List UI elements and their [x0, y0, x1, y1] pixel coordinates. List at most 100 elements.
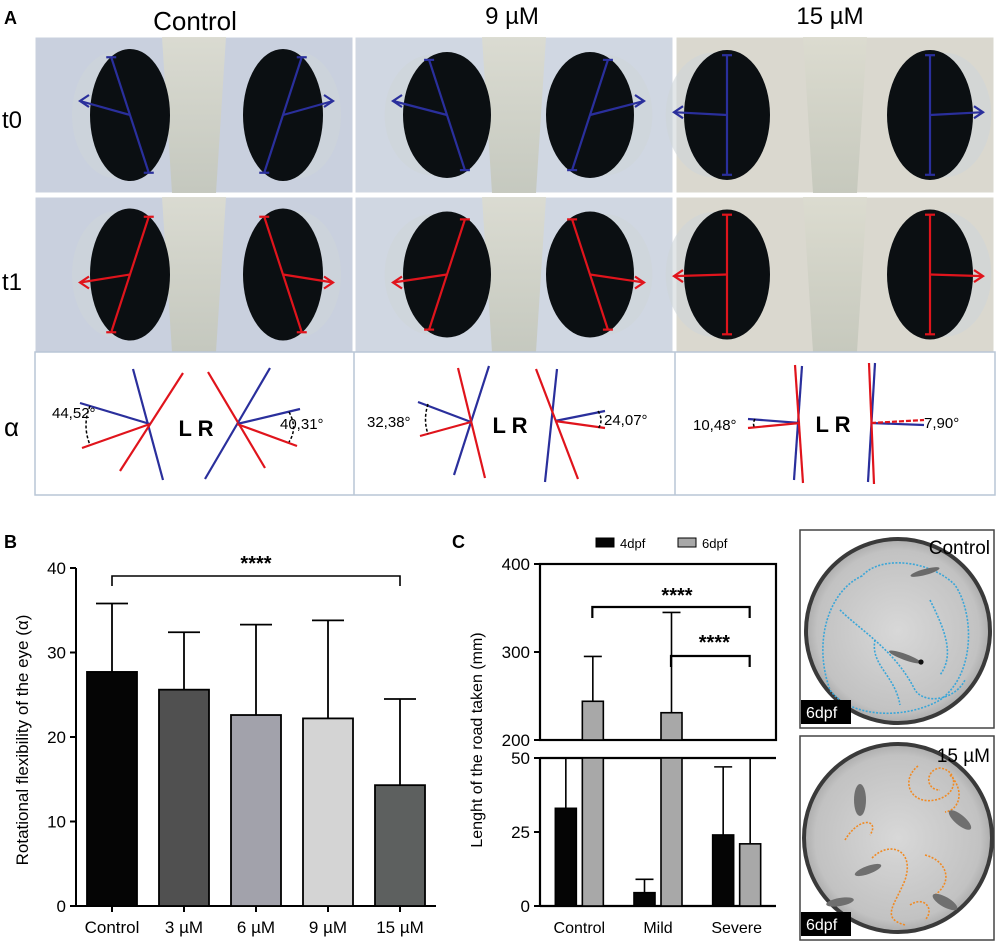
- bar: [738, 843, 762, 907]
- arrow-head: [672, 269, 684, 284]
- direction-vector: [673, 111, 728, 117]
- lr-label: L R: [178, 416, 213, 441]
- angle-label-left: 32,38°: [367, 414, 411, 431]
- alpha-diagram-frame: [34, 351, 996, 496]
- bar: [554, 807, 578, 907]
- column-title-15um: 15 µM: [796, 3, 863, 30]
- larva: [854, 784, 866, 816]
- dish-title-control: Control: [929, 538, 990, 559]
- x-tick-label: Control: [554, 920, 606, 937]
- arrow-head: [323, 94, 335, 108]
- direction-vector: [392, 99, 448, 117]
- arrow-head: [672, 105, 684, 120]
- t0-vector-left: [747, 417, 801, 425]
- head-tissue: [162, 197, 226, 352]
- bar-upper-segment: [660, 711, 683, 741]
- panel-c-letter: C: [452, 532, 465, 552]
- y-tick-label: 300: [502, 643, 530, 662]
- arrow-head: [973, 105, 985, 120]
- direction-vector: [282, 99, 334, 117]
- petri-dish: [804, 537, 992, 725]
- x-tick-label: 9 µM: [309, 918, 347, 937]
- bar-upper-segment: [581, 700, 605, 741]
- angle-label-right: 24,07°: [604, 412, 648, 429]
- direction-vector: [392, 273, 448, 284]
- y-tick-label: 10: [47, 813, 66, 832]
- column-title-9um: 9 µM: [485, 3, 539, 30]
- alpha-diagram-9um: 32,38° 24,07° L R: [367, 365, 648, 483]
- t1-vector-right: [236, 422, 298, 448]
- t1-vector-right: [870, 418, 925, 425]
- arrow-head: [634, 94, 646, 108]
- significance-bracket: [591, 605, 751, 618]
- arrow-head: [973, 269, 985, 284]
- panel-d: D Control 6dpf 15 µM 6dpf: [799, 529, 995, 941]
- lr-label: L R: [815, 412, 850, 437]
- chart-b-plot: 0 10 20 30 40 Control 3 µM 6 µM 9 µM 15 µM ****: [47, 553, 436, 937]
- direction-vector: [929, 111, 984, 117]
- y-tick-label: 0: [521, 897, 530, 916]
- angle-label-right: 7,90°: [924, 415, 959, 432]
- panel-c: C Lenght of the road taken (mm) 200 300 40…: [452, 532, 778, 937]
- x-tick-label: 15 µM: [376, 918, 424, 937]
- age-label: 6dpf: [806, 917, 838, 934]
- t0-vector-right: [236, 407, 301, 426]
- larva: [826, 897, 854, 907]
- significance-bracket: [669, 654, 751, 667]
- significance-bracket: [111, 575, 401, 586]
- alpha-diagram-control: 44,52° 40,31° L R: [52, 367, 324, 481]
- angle-arc-left: [752, 418, 756, 429]
- larva: [854, 863, 882, 877]
- bar-4: [374, 784, 426, 907]
- larva-eye: [918, 659, 924, 665]
- arrow-head: [78, 94, 90, 108]
- t1-vector-left: [747, 421, 801, 430]
- t0-eye-axis-right: [543, 368, 559, 483]
- petri-dish: [802, 742, 994, 934]
- t1-eye-axis-left: [456, 367, 487, 479]
- arrow-head: [78, 275, 90, 290]
- y-tick-label: 30: [47, 644, 66, 663]
- swim-track: [844, 765, 960, 926]
- age-label: 6dpf: [806, 705, 838, 722]
- y-axis-title: Lenght of the road taken (mm): [469, 632, 486, 847]
- t1-vector-right: [554, 419, 606, 430]
- angle-label-right: 40,31°: [280, 416, 324, 433]
- alpha-diagram-15um: 10,48° 7,90° L R: [693, 362, 959, 485]
- bar: [711, 834, 735, 907]
- t1-vector-left: [81, 422, 151, 450]
- arrow-head: [634, 275, 646, 290]
- larva: [948, 810, 972, 830]
- x-tick-label: Control: [85, 918, 140, 937]
- y-tick-label: 0: [57, 897, 66, 916]
- direction-vector: [589, 273, 645, 284]
- row-label-t0: t0: [2, 107, 22, 134]
- arrow-head: [391, 94, 403, 108]
- significance-label: ****: [661, 585, 692, 607]
- legend-swatch: [595, 537, 615, 548]
- x-tick-label: Mild: [643, 920, 672, 937]
- bar-lower-segment: [660, 757, 683, 907]
- bar-1: [158, 688, 210, 907]
- legend-label: 4dpf: [620, 536, 646, 551]
- arrow-head: [323, 275, 335, 290]
- bar-0: [86, 671, 138, 907]
- angle-arc-left: [85, 405, 91, 446]
- swim-track: [822, 562, 970, 715]
- direction-vector: [589, 99, 645, 117]
- column-title-control: Control: [153, 6, 237, 36]
- significance-label: ****: [240, 553, 271, 575]
- chart-c-plot: 200 300 400 0 25 50 Control Mild Severe 4dpf 6dpf *…: [502, 536, 778, 937]
- age-label-bg: [801, 700, 851, 724]
- bar-2: [230, 714, 282, 907]
- x-tick-label: Severe: [711, 920, 762, 937]
- dish-title-15um: 15 µM: [937, 746, 990, 767]
- panel-a: A Control 9 µM 15 µM t0 t1 α 44,52° 40,: [2, 3, 996, 496]
- panel-a-letter: A: [4, 8, 17, 28]
- bar-3: [302, 717, 354, 907]
- larva: [910, 567, 940, 577]
- larva: [932, 893, 958, 911]
- legend-swatch: [677, 537, 697, 548]
